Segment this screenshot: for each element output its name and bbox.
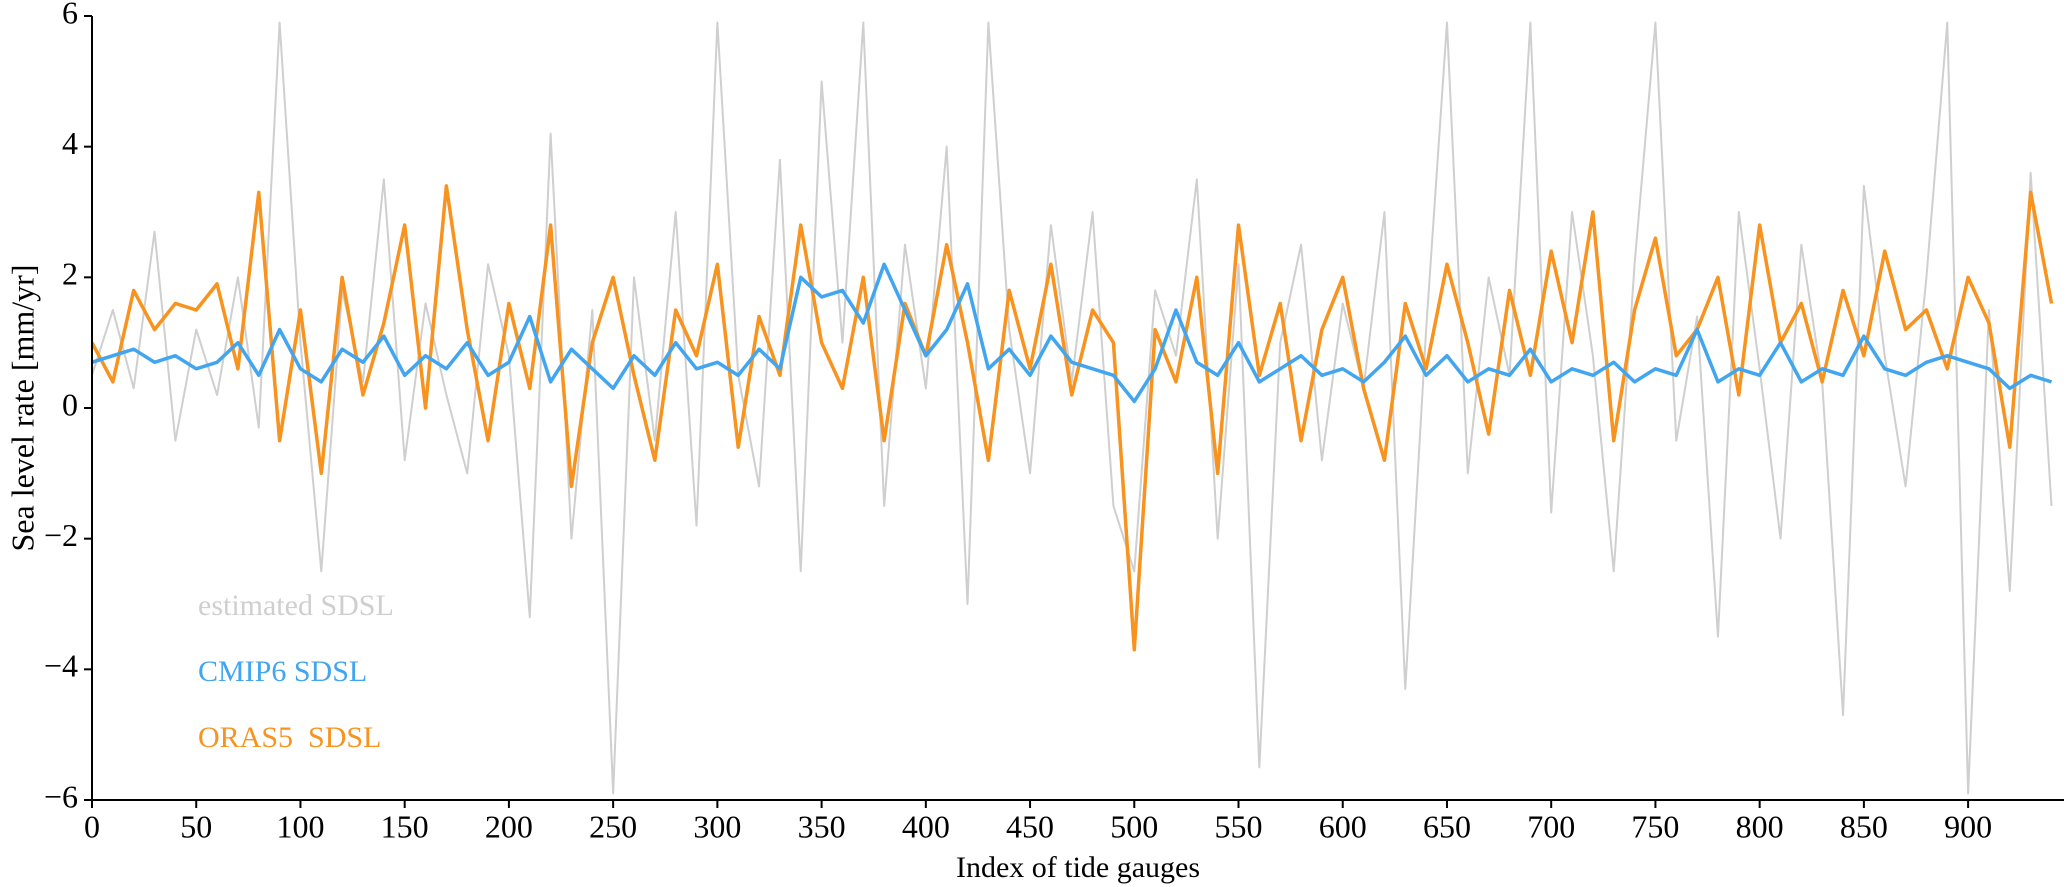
series-line	[92, 184, 2054, 652]
x-tick-label: 400	[902, 808, 950, 844]
legend-entry: ORAS5 SDSL	[198, 721, 381, 754]
x-tick-label: 600	[1319, 808, 1367, 844]
x-tick-label: 500	[1110, 808, 1158, 844]
y-tick-label: 2	[62, 256, 78, 292]
series-line	[92, 21, 2053, 795]
x-axis-label: Index of tide gauges	[956, 851, 1200, 884]
x-tick-label: 200	[485, 808, 533, 844]
x-tick-label: 150	[381, 808, 429, 844]
y-tick-label: 0	[62, 386, 78, 422]
y-tick-label: −2	[44, 517, 78, 553]
x-tick-label: 350	[798, 808, 846, 844]
plot-area	[92, 21, 2054, 795]
x-tick-label: 750	[1631, 808, 1679, 844]
x-tick-label: 650	[1423, 808, 1471, 844]
series-line	[92, 262, 2053, 404]
x-tick-label: 550	[1215, 808, 1263, 844]
legend-entry: CMIP6 SDSL	[198, 655, 367, 688]
x-tick-label: 900	[1944, 808, 1992, 844]
x-tick-label: 250	[589, 808, 637, 844]
x-tick-label: 100	[276, 808, 324, 844]
x-tick-label: 700	[1527, 808, 1575, 844]
y-tick-label: 4	[62, 125, 78, 161]
x-tick-label: 450	[1006, 808, 1054, 844]
x-tick-label: 0	[84, 808, 100, 844]
x-tick-label: 50	[180, 808, 212, 844]
x-tick-label: 300	[693, 808, 741, 844]
y-tick-label: 6	[62, 0, 78, 30]
y-tick-label: −6	[44, 778, 78, 814]
x-tick-label: 800	[1736, 808, 1784, 844]
y-tick-label: −4	[44, 648, 78, 684]
y-axis-label: Sea level rate [mm/yr]	[4, 265, 40, 552]
legend-entry: estimated SDSL	[198, 589, 394, 622]
x-tick-label: 850	[1840, 808, 1888, 844]
